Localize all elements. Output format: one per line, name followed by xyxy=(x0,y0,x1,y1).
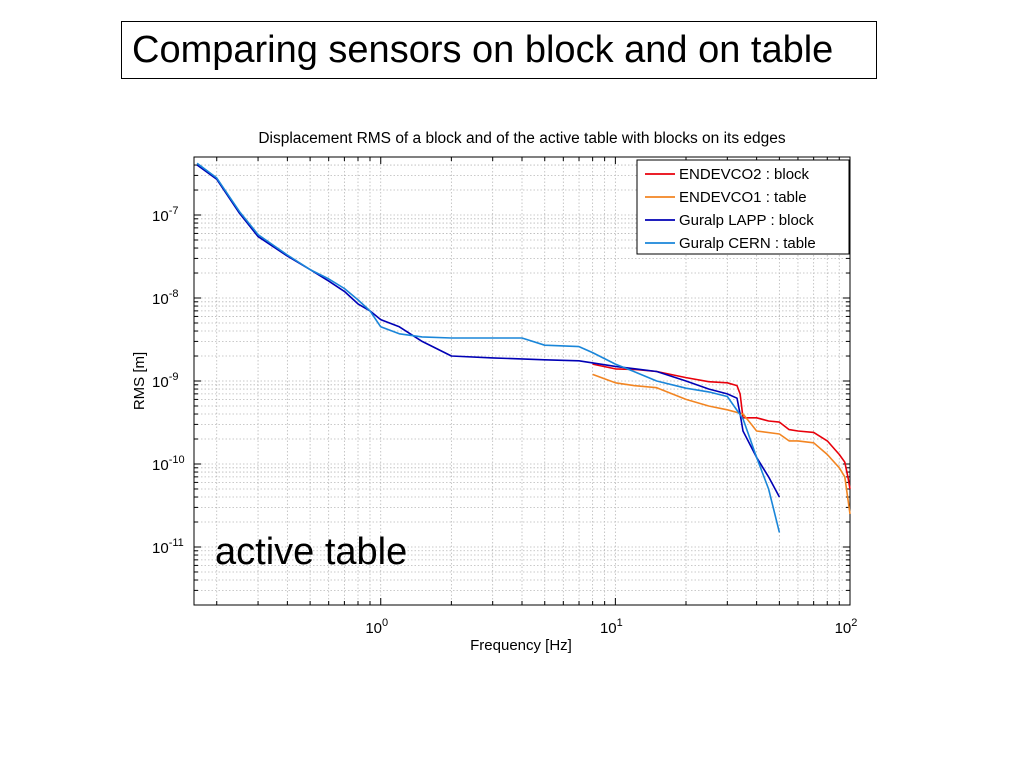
x-tick-label: 102 xyxy=(835,617,858,637)
annotation-active-table: active table xyxy=(215,531,408,573)
y-tick-label: 10-10 xyxy=(152,454,185,474)
chart-grid xyxy=(194,156,850,606)
legend-box xyxy=(636,159,850,255)
series-line-1 xyxy=(592,363,851,490)
chart-title: Displacement RMS of a block and of the a… xyxy=(258,130,786,147)
legend-label-3: Guralp LAPP : block xyxy=(679,212,814,229)
series-line-2 xyxy=(592,373,851,515)
slide-title: Comparing sensors on block and on table xyxy=(121,21,877,79)
y-tick-label: 10-8 xyxy=(152,288,178,308)
x-tick-label: 100 xyxy=(365,617,388,637)
legend-label-4: Guralp CERN : table xyxy=(679,235,816,252)
y-axis-label: RMS [m] xyxy=(131,352,148,410)
axis-ticks xyxy=(194,156,851,606)
x-axis-label: Frequency [Hz] xyxy=(470,637,572,654)
y-tick-label: 10-7 xyxy=(152,205,178,225)
legend: ENDEVCO2 : block ENDEVCO1 : table Guralp L… xyxy=(636,159,850,255)
y-tick-label: 10-11 xyxy=(152,537,184,557)
series-line-4 xyxy=(196,162,781,533)
y-tick-label: 10-9 xyxy=(152,371,178,391)
tick-labels: 100 101 102 10-7 10-8 10-9 10-10 10-11 xyxy=(152,205,857,637)
series-lines xyxy=(196,162,851,533)
x-tick-label: 101 xyxy=(600,617,623,637)
legend-label-2: ENDEVCO1 : table xyxy=(679,189,807,206)
legend-label-1: ENDEVCO2 : block xyxy=(679,166,810,183)
